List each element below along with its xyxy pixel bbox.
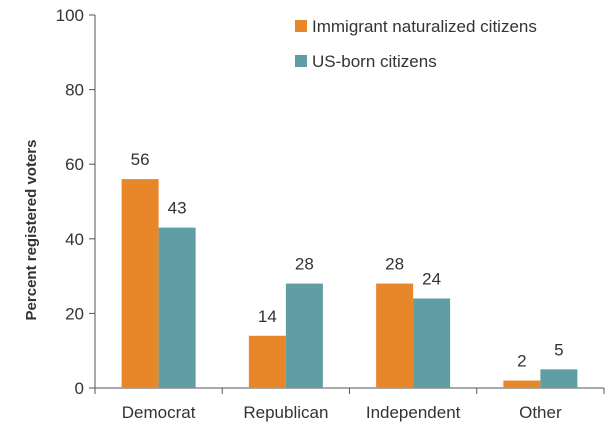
data-labels: 56 14 28 2 43 28 24 5: [131, 150, 564, 370]
y-tick-label: 60: [65, 155, 84, 174]
x-axis: Democrat Republican Independent Other: [94, 387, 605, 422]
data-label: 56: [131, 150, 150, 169]
legend-entry: Immigrant naturalized citizens: [312, 17, 537, 36]
data-label: 28: [385, 255, 404, 274]
bars: [121, 179, 578, 388]
bar-immigrant-democrat: [121, 179, 159, 388]
y-tick-label: 0: [75, 379, 84, 398]
bar-immigrant-independent: [376, 283, 414, 388]
bar-immigrant-other: [503, 380, 541, 388]
y-tick-label: 20: [65, 304, 84, 323]
x-tick-label: Republican: [243, 403, 328, 422]
y-tick-label: 40: [65, 230, 84, 249]
bar-us-born-independent: [413, 298, 451, 388]
bar-immigrant-republican: [248, 335, 286, 388]
legend-swatch: [295, 55, 307, 67]
data-label: 24: [422, 269, 441, 288]
legend-swatch: [295, 20, 307, 32]
data-label: 43: [168, 199, 187, 218]
data-label: 5: [554, 340, 563, 359]
data-label: 2: [517, 352, 526, 371]
bar-us-born-democrat: [158, 227, 196, 388]
y-axis-label: Percent registered voters: [23, 140, 40, 321]
data-label: 14: [258, 307, 277, 326]
data-label: 28: [295, 255, 314, 274]
legend: Immigrant naturalized citizens US-born ci…: [295, 17, 537, 71]
y-axis: 0 20 40 60 80 100: [56, 6, 96, 398]
legend-entry: US-born citizens: [312, 52, 437, 71]
y-tick-label: 80: [65, 81, 84, 100]
y-tick-label: 100: [56, 6, 84, 25]
x-tick-label: Democrat: [122, 403, 196, 422]
x-tick-label: Other: [519, 403, 562, 422]
bar-us-born-other: [540, 369, 578, 388]
x-tick-label: Independent: [366, 403, 461, 422]
bar-us-born-republican: [285, 283, 323, 388]
